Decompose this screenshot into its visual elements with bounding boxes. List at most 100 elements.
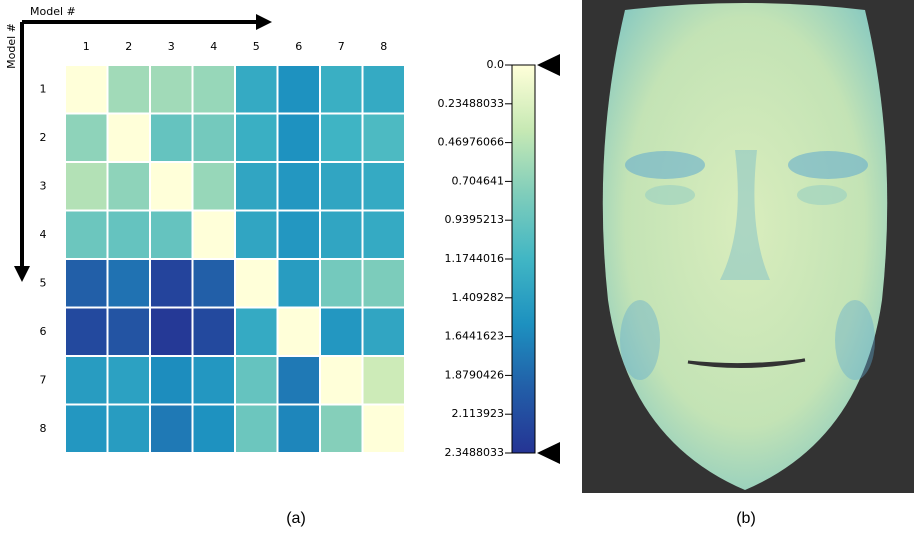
y-tick-label: 4	[40, 228, 47, 241]
colorbar	[512, 65, 535, 453]
heat-cell	[193, 405, 236, 454]
heatmap: 1 2 3 4 5 6 7 8 1 2 3 4 5 6 7 8	[40, 40, 406, 453]
colorbar-tick-label: 1.409282	[452, 291, 505, 304]
heat-cell	[150, 162, 193, 211]
heat-cell	[65, 259, 108, 308]
heat-cell	[363, 211, 406, 260]
heat-cell	[278, 308, 321, 357]
heat-cell	[235, 114, 278, 163]
heat-cell	[193, 259, 236, 308]
x-tick-label: 2	[125, 40, 132, 53]
heat-cell	[65, 405, 108, 454]
heat-cell	[235, 308, 278, 357]
heat-cell	[108, 308, 151, 357]
x-tick-label: 4	[210, 40, 217, 53]
heat-cell	[320, 114, 363, 163]
heat-cell	[278, 114, 321, 163]
caption: (a)	[286, 510, 306, 527]
heat-cell	[235, 65, 278, 114]
heat-cell	[278, 211, 321, 260]
figure: Model # Model # 1 2 3 4 5 6 7 8 1 2 3 4 5 6 7 8 0.0 0.23…	[0, 0, 914, 533]
heat-cell	[363, 65, 406, 114]
heat-cell	[193, 162, 236, 211]
heat-cell	[150, 308, 193, 357]
heat-cell	[150, 356, 193, 405]
y-tick-label: 2	[40, 131, 47, 144]
heat-cell	[108, 211, 151, 260]
face-render	[582, 0, 914, 493]
heat-cell	[235, 162, 278, 211]
x-tick-label: 8	[380, 40, 387, 53]
heat-cell	[320, 405, 363, 454]
colorbar-axis: 0.0 0.23488033 0.46976066 0.704641 0.9395213…	[438, 54, 560, 464]
x-tick-label: 1	[83, 40, 90, 53]
heat-cell	[363, 405, 406, 454]
colorbar-tick-label: 2.3488033	[445, 446, 505, 459]
heat-cell	[363, 114, 406, 163]
heat-cell	[150, 65, 193, 114]
heat-cell	[363, 356, 406, 405]
heat-cell	[320, 259, 363, 308]
limit-marker	[537, 54, 560, 76]
heat-cell	[65, 211, 108, 260]
colorbar-tick-label: 2.113923	[452, 407, 505, 420]
heat-cell	[150, 405, 193, 454]
heat-cell	[193, 211, 236, 260]
x-tick-label: 5	[253, 40, 260, 53]
heat-cell	[235, 356, 278, 405]
colorbar-tick-label: 0.46976066	[438, 136, 504, 149]
x-axis-label: Model #	[30, 5, 76, 18]
x-tick-label: 3	[168, 40, 175, 53]
heat-cell	[363, 162, 406, 211]
heat-cell	[278, 65, 321, 114]
colorbar-tick-label: 1.1744016	[445, 252, 505, 265]
y-tick-label: 3	[40, 179, 47, 192]
limit-marker	[537, 442, 560, 464]
heat-cell	[235, 405, 278, 454]
y-tick-label: 1	[40, 82, 47, 95]
heat-cell	[278, 259, 321, 308]
heat-cell	[235, 211, 278, 260]
y-arrow-head	[14, 266, 30, 282]
heat-cell	[278, 356, 321, 405]
heat-cell	[108, 162, 151, 211]
heat-cell	[235, 259, 278, 308]
heat-cell	[193, 114, 236, 163]
y-tick-label: 5	[40, 276, 47, 289]
colorbar-tick-label: 0.9395213	[445, 213, 505, 226]
colorbar-tick-label: 0.23488033	[438, 97, 504, 110]
heat-cell	[320, 356, 363, 405]
colorbar-tick-label: 1.6441623	[445, 330, 505, 343]
y-axis-label: Model #	[5, 23, 18, 69]
heat-cell	[108, 405, 151, 454]
heat-cell	[150, 259, 193, 308]
heat-cell	[65, 308, 108, 357]
x-tick-label: 7	[338, 40, 345, 53]
heat-cell	[193, 65, 236, 114]
heat-cell	[193, 356, 236, 405]
y-tick-label: 6	[40, 325, 47, 338]
heat-cell	[65, 162, 108, 211]
x-tick-label: 6	[295, 40, 302, 53]
y-tick-label: 8	[40, 422, 47, 435]
heat-cell	[65, 114, 108, 163]
heat-cell	[278, 162, 321, 211]
heat-cell	[108, 259, 151, 308]
heat-cell	[193, 308, 236, 357]
heat-cell	[363, 308, 406, 357]
heat-cell	[150, 211, 193, 260]
x-arrow-head	[256, 14, 272, 30]
colorbar-tick-label: 0.0	[487, 58, 505, 71]
heat-cell	[278, 405, 321, 454]
heat-cell	[320, 162, 363, 211]
heat-cell	[108, 356, 151, 405]
heat-cell	[363, 259, 406, 308]
colorbar-tick-label: 0.704641	[452, 174, 505, 187]
heat-cell	[108, 114, 151, 163]
colorbar-tick-label: 1.8790426	[445, 368, 505, 381]
y-tick-label: 7	[40, 373, 47, 386]
heat-cell	[320, 211, 363, 260]
heat-cell	[65, 356, 108, 405]
heat-cell	[150, 114, 193, 163]
heat-cell	[65, 65, 108, 114]
